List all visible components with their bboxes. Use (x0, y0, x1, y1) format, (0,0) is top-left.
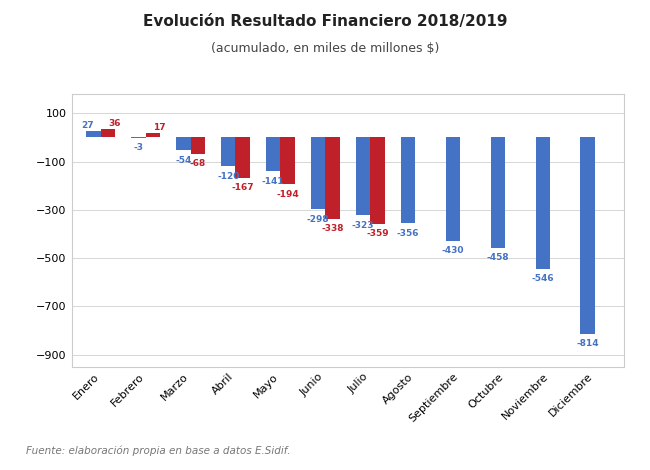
Bar (580, 137, 595, 334)
Bar (131, 137, 146, 138)
Bar (280, 137, 294, 184)
Bar (86, 131, 101, 137)
Text: 36: 36 (108, 118, 120, 127)
Text: 17: 17 (153, 123, 166, 132)
Bar (235, 137, 250, 178)
Bar (176, 137, 190, 150)
Text: -430: -430 (441, 246, 464, 256)
Text: -68: -68 (190, 159, 206, 168)
Bar (356, 137, 370, 215)
Bar (221, 137, 235, 166)
Bar (401, 137, 415, 223)
Text: -3: -3 (133, 143, 144, 152)
Text: -356: -356 (396, 228, 419, 238)
Text: -546: -546 (532, 274, 554, 283)
Text: Fuente: elaboración propia en base a datos E.Sidif.: Fuente: elaboración propia en base a dat… (26, 446, 291, 456)
Text: -458: -458 (486, 253, 509, 262)
Text: -298: -298 (307, 215, 330, 224)
Text: -338: -338 (321, 224, 344, 233)
Bar (190, 137, 205, 154)
Bar (536, 137, 550, 269)
Bar (325, 137, 340, 219)
Text: -167: -167 (231, 183, 254, 192)
Bar (101, 129, 115, 137)
Text: -323: -323 (352, 220, 374, 230)
Text: (acumulado, en miles de millones $): (acumulado, en miles de millones $) (211, 42, 439, 55)
Bar (266, 137, 280, 172)
Bar (446, 137, 460, 241)
Bar (491, 137, 505, 248)
Text: -194: -194 (276, 189, 299, 198)
Text: Evolución Resultado Financiero 2018/2019: Evolución Resultado Financiero 2018/2019 (143, 14, 507, 29)
Text: -120: -120 (217, 172, 239, 180)
Text: -814: -814 (577, 339, 599, 348)
Bar (146, 133, 160, 137)
Bar (311, 137, 325, 209)
Text: -141: -141 (262, 177, 285, 186)
Text: 27: 27 (81, 121, 94, 130)
Text: -359: -359 (366, 229, 389, 238)
Bar (370, 137, 385, 224)
Text: -54: -54 (175, 156, 192, 165)
